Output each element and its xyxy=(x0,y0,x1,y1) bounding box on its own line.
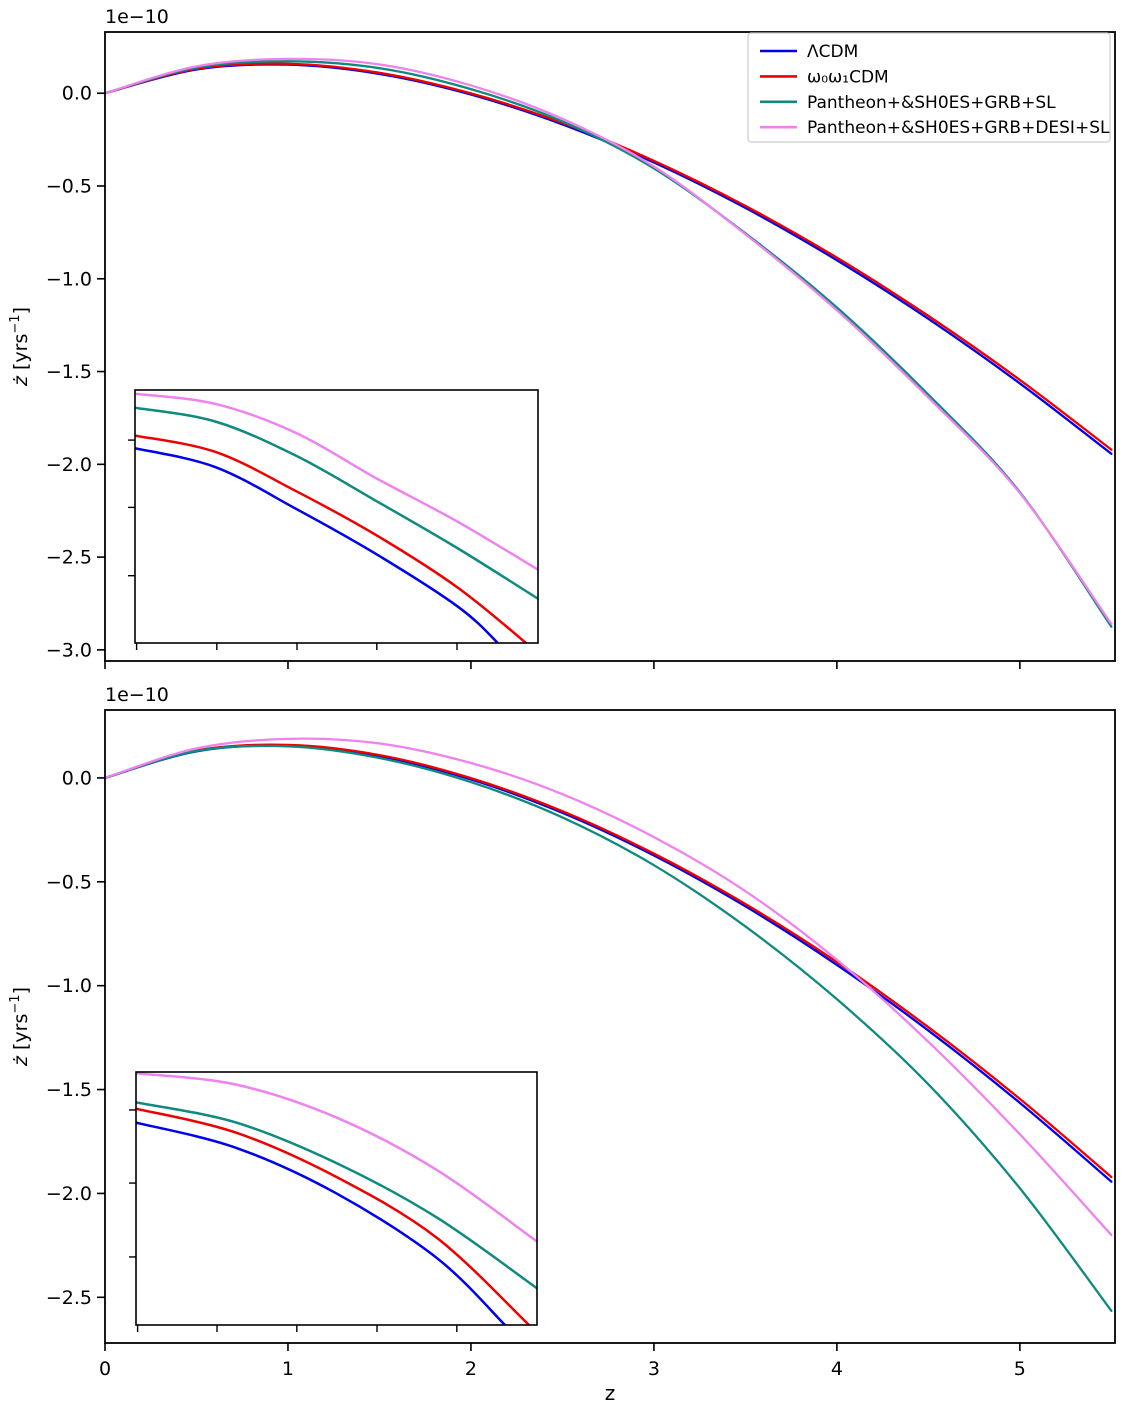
curves-top xyxy=(105,57,1113,628)
plot-frame xyxy=(104,709,1116,1344)
x-axis-label: z xyxy=(605,1381,616,1405)
curve-pantheon_desi_sl xyxy=(105,57,1113,626)
x-tick-label: 5 xyxy=(1014,1358,1026,1380)
curve-pantheon_desi_sl xyxy=(105,737,1113,1237)
y-tick-label: −1.0 xyxy=(46,268,92,290)
legend-item: ΛCDM xyxy=(760,42,858,62)
curve-w0w1cdm xyxy=(105,743,1113,1179)
y-tick-label: −2.5 xyxy=(46,547,92,569)
y-tick-label: 0.0 xyxy=(62,767,92,789)
panel-bottom: 0 1 2 3 4 5 0.0 −0.5 −1.0 −1.5 −2.0 −2.5 1e−10 ż [yrs… xyxy=(8,684,1116,1405)
legend-label: ω₀ω₁CDM xyxy=(807,67,889,87)
legend-box xyxy=(747,32,1111,143)
y-tick-label: −2.0 xyxy=(46,1183,92,1205)
legend: ΛCDM ω₀ω₁CDM Pantheon+&SH0ES+GRB+SL Pantheo… xyxy=(747,32,1111,143)
legend-item: ω₀ω₁CDM xyxy=(760,67,889,87)
inset-curves xyxy=(135,392,538,643)
x-tick-label: 3 xyxy=(648,1358,660,1380)
inset-background xyxy=(135,390,538,643)
inset-curve-lcdm xyxy=(135,446,500,643)
panel-top: 0.0 −0.5 −1.0 −1.5 −2.0 −2.5 −3.0 1e−10 ż [yrs−1… xyxy=(8,6,1116,669)
inset-curve-w0w1cdm xyxy=(135,434,528,643)
inset-curve-pantheon_sl xyxy=(135,406,538,600)
y-tick-label: 0.0 xyxy=(62,83,92,105)
y-tick-label: −0.5 xyxy=(46,871,92,893)
x-tick-label: 1 xyxy=(282,1358,294,1380)
legend-item: Pantheon+&SH0ES+GRB+DESI+SL xyxy=(760,118,1110,138)
inset-curve-pantheon_sl xyxy=(136,1101,537,1290)
y-tick-label: −1.5 xyxy=(46,361,92,383)
axis-offset-label: 1e−10 xyxy=(105,684,169,706)
y-tick-label: −2.5 xyxy=(46,1287,92,1309)
legend-label: Pantheon+&SH0ES+GRB+DESI+SL xyxy=(807,118,1110,138)
y-axis-label: ż [yrs−1] xyxy=(8,307,32,387)
legend-item: Pantheon+&SH0ES+GRB+SL xyxy=(760,93,1056,113)
legend-label: Pantheon+&SH0ES+GRB+SL xyxy=(807,93,1056,113)
y-tick-label: −0.5 xyxy=(46,176,92,198)
inset-frame xyxy=(135,1071,538,1326)
plot-frame xyxy=(104,31,1116,662)
x-tick-label: 0 xyxy=(99,1358,111,1380)
inset-bottom xyxy=(129,1071,538,1332)
inset-curve-pantheon_desi_sl xyxy=(135,392,538,571)
curve-w0w1cdm xyxy=(105,62,1113,451)
inset-top xyxy=(128,389,539,650)
y-axis-label: ż [yrs−1] xyxy=(8,987,32,1067)
inset-frame xyxy=(134,389,539,644)
y-tick-label: −1.0 xyxy=(46,975,92,997)
curve-pantheon_sl xyxy=(105,60,1113,628)
curve-pantheon_sl xyxy=(105,744,1113,1312)
curves-bottom xyxy=(105,737,1113,1312)
y-tick-label: −2.0 xyxy=(46,454,92,476)
legend-label: ΛCDM xyxy=(807,42,858,62)
inset-curve-pantheon_desi_sl xyxy=(136,1072,537,1243)
x-tick-label: 4 xyxy=(831,1358,843,1380)
y-tick-label: −1.5 xyxy=(46,1079,92,1101)
y-tick-label: −3.0 xyxy=(46,639,92,661)
axis-offset-label: 1e−10 xyxy=(105,6,169,28)
x-tick-label: 2 xyxy=(465,1358,477,1380)
